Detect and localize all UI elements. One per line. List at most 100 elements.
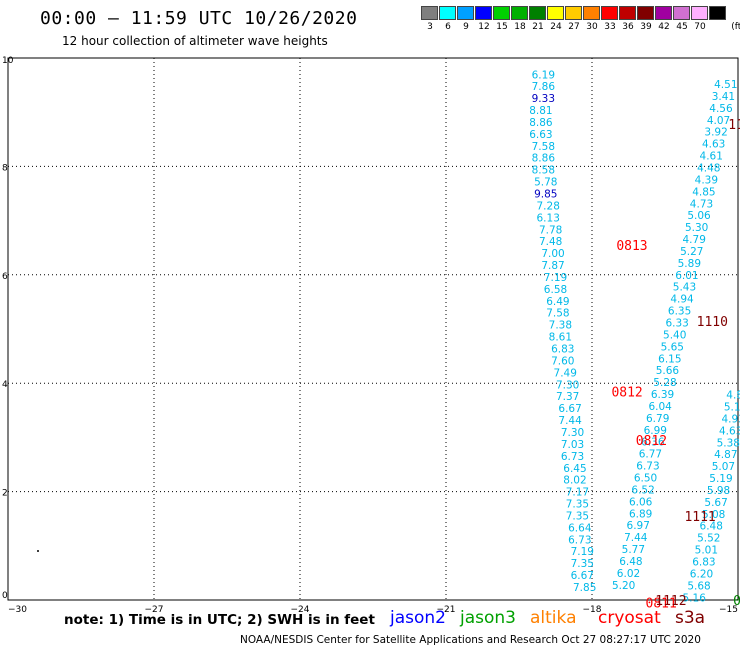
wave-height-label: 4.79 [683, 234, 706, 246]
wave-height-label: 7.35 [566, 499, 589, 511]
wave-height-label: 7.28 [537, 200, 560, 212]
wave-height-label: 4.07 [707, 115, 730, 127]
scale-swatch [601, 6, 618, 20]
scale-label: 9 [463, 22, 469, 32]
wave-height-label: 6.06 [629, 496, 653, 508]
wave-height-label: 7.19 [544, 272, 567, 284]
wave-height-label: 5.89 [678, 258, 701, 270]
scale-label: 21 [532, 22, 544, 32]
wave-height-label: 6.79 [646, 413, 669, 425]
wave-height-label: 6.52 [631, 484, 654, 496]
wave-height-label: 4.56 [709, 103, 733, 115]
scale-swatch [529, 6, 546, 20]
wave-height-label: 7.19 [571, 546, 594, 558]
wave-height-label: 6.64 [568, 522, 592, 534]
scale-label: 3 [427, 22, 433, 32]
wave-height-label: 4.51 [714, 79, 737, 91]
coast-dot [37, 550, 39, 552]
wave-height-label: 5.28 [653, 377, 676, 389]
scale-swatch [439, 6, 456, 20]
wave-height-label: 6.39 [651, 389, 674, 401]
scale-swatch [475, 6, 492, 20]
wave-height-label: 7.38 [549, 320, 572, 332]
scale-unit: (ft) [731, 22, 740, 32]
y-tick-label: 4 [2, 380, 8, 390]
wave-height-label: 6.33 [665, 317, 688, 329]
wave-height-label: 8.86 [529, 117, 553, 129]
wave-height-label: 7.86 [532, 81, 556, 93]
scale-label: 6 [445, 22, 451, 32]
wave-height-label: 5.20 [612, 580, 635, 592]
x-tick-label: −24 [291, 605, 310, 615]
scale-swatch [655, 6, 672, 20]
legend-altika: altika [530, 608, 577, 628]
legend-jason3: jason3 [460, 608, 516, 628]
wave-height-label: 8.02 [563, 475, 586, 487]
legend-jason2: jason2 [390, 608, 446, 628]
scale-label: 24 [550, 22, 562, 32]
wave-height-label: 7.60 [551, 355, 574, 367]
x-tick-label: −30 [8, 605, 27, 615]
wave-height-label: 6.02 [617, 568, 640, 580]
wave-height-label: 4.61 [700, 151, 723, 163]
scale-swatch [691, 6, 708, 20]
wave-height-label: 6.99 [644, 425, 667, 437]
y-tick-label: 8 [2, 163, 8, 173]
wave-height-label: 4.85 [692, 186, 715, 198]
wave-height-label: 7.35 [566, 510, 589, 522]
wave-height-label: 6.13 [537, 212, 560, 224]
scale-swatch [583, 6, 600, 20]
wave-height-label: 5.52 [697, 533, 720, 545]
pass-time-label: 0459 [733, 594, 740, 609]
scale-label: 33 [604, 22, 616, 32]
scale-swatch [619, 6, 636, 20]
y-tick-label: 10 [2, 56, 14, 66]
wave-height-label: 5.66 [656, 365, 680, 377]
page-title: 00:00 – 11:59 UTC 10/26/2020 [40, 8, 358, 29]
wave-height-label: 6.63 [529, 129, 552, 141]
legend-s3a: s3a [675, 608, 706, 628]
pass-time-label: 0811 [646, 597, 677, 612]
wave-height-label: 6.50 [634, 473, 657, 485]
wave-height-label: 5.07 [712, 461, 735, 473]
wave-height-label: 6.73 [561, 451, 584, 463]
wave-height-label: 5.30 [685, 222, 708, 234]
wave-height-label: 3.92 [704, 127, 727, 139]
wave-height-label: 5.14 [724, 402, 740, 414]
wave-height-label: 5.65 [661, 341, 684, 353]
wave-height-label: 7.78 [539, 224, 562, 236]
scale-label: 42 [658, 22, 670, 32]
wave-height-label: 4.87 [714, 449, 737, 461]
wave-height-label: 3.41 [712, 91, 735, 103]
wave-height-label: 6.48 [700, 521, 723, 533]
scale-swatch [493, 6, 510, 20]
plot-frame [7, 57, 739, 601]
scale-label: 15 [496, 22, 508, 32]
pass-time-label: 1112 [655, 594, 686, 609]
wave-height-label: 8.81 [529, 105, 552, 117]
wave-height-label: 4.94 [670, 294, 694, 306]
credit-line: NOAA/NESDIS Center for Satellite Applica… [240, 634, 701, 646]
scale-swatch [565, 6, 582, 20]
wave-height-label: 4.88 [726, 390, 740, 402]
pass-time-label: 1111 [684, 510, 715, 525]
wave-height-label: 7.87 [541, 260, 564, 272]
scale-swatch [511, 6, 528, 20]
legend-cryosat: cryosat [598, 608, 661, 628]
scale-swatch [421, 6, 438, 20]
wave-height-label: 5.38 [717, 437, 740, 449]
wave-height-label: 7.37 [556, 391, 579, 403]
wave-height-label: 5.40 [663, 329, 686, 341]
wave-height-label: 6.73 [636, 461, 659, 473]
wave-height-label: 6.83 [551, 344, 574, 356]
wave-height-label: 6.49 [546, 296, 569, 308]
wave-height-label: 8.86 [532, 153, 556, 165]
scale-label: 39 [640, 22, 652, 32]
wave-height-label: 9.33 [532, 93, 555, 105]
scale-swatch [457, 6, 474, 20]
wave-height-label: 7.30 [561, 427, 584, 439]
x-tick-label: −18 [583, 605, 602, 615]
wave-height-label: 5.78 [534, 177, 557, 189]
wave-height-label: 7.03 [561, 439, 584, 451]
